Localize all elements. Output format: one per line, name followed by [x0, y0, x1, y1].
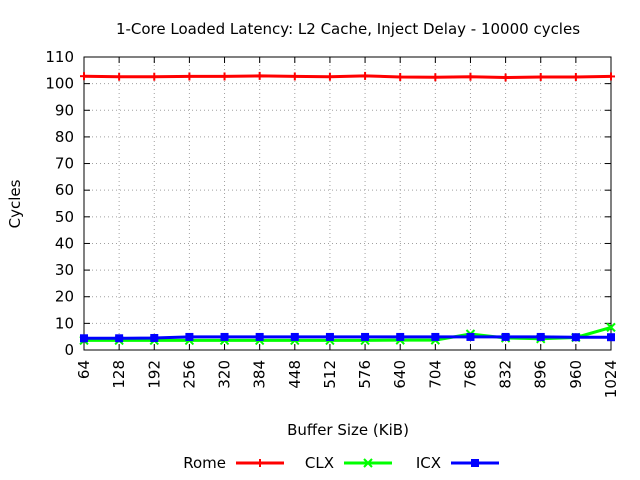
data-point-icx [185, 332, 194, 341]
x-tick-label: 576 [356, 360, 374, 389]
data-point-rome [571, 72, 580, 81]
y-tick-label: 70 [55, 155, 74, 173]
data-point-icx [607, 333, 615, 342]
x-tick-label: 960 [567, 360, 585, 389]
data-point-rome [80, 72, 88, 81]
series-rome [80, 71, 615, 82]
legend-marker-clx [363, 458, 373, 468]
grid-lines [84, 57, 611, 350]
x-tick-label: 768 [461, 360, 479, 389]
y-tick-label: 50 [55, 208, 74, 226]
x-tick-label: 320 [216, 360, 234, 389]
y-tick-label: 110 [45, 48, 74, 66]
data-point-icx [115, 334, 124, 343]
legend-item-icx: ICX [416, 454, 499, 472]
legend-item-rome: Rome [183, 454, 284, 472]
chart-title: 1-Core Loaded Latency: L2 Cache, Inject … [116, 20, 580, 38]
data-point-rome [396, 72, 405, 81]
data-point-icx [325, 332, 334, 341]
series-lines [79, 71, 616, 346]
data-point-rome [220, 72, 229, 81]
legend-item-clx: CLX [305, 454, 392, 472]
data-point-rome [150, 72, 159, 81]
y-axis-label: Cycles [6, 179, 24, 228]
data-point-icx [290, 332, 299, 341]
x-tick-label: 1024 [602, 360, 620, 398]
data-point-rome [536, 72, 545, 81]
x-tick-label: 896 [532, 360, 550, 389]
legend-marker-rome [256, 459, 264, 467]
data-point-icx [536, 332, 545, 341]
y-axis-ticks: 0 10 20 30 40 50 60 70 80 90 100 110 [45, 48, 611, 359]
data-point-icx [255, 332, 264, 341]
data-point-icx [80, 334, 88, 343]
x-tick-label: 256 [180, 360, 198, 389]
data-point-icx [396, 332, 405, 341]
legend-label-clx: CLX [305, 454, 334, 472]
data-point-icx [150, 334, 159, 343]
data-point-rome [501, 73, 510, 82]
x-tick-label: 384 [251, 360, 269, 389]
series-line-icx [84, 335, 611, 340]
data-point-icx [431, 332, 440, 341]
x-axis-label: Buffer Size (KiB) [287, 421, 409, 439]
y-tick-label: 20 [55, 288, 74, 306]
series-line-rome [83, 74, 612, 79]
y-tick-label: 90 [55, 101, 74, 119]
series-clx [79, 322, 616, 346]
y-tick-label: 80 [55, 128, 74, 146]
data-point-rome [185, 72, 194, 81]
y-tick-label: 100 [45, 75, 74, 93]
data-point-rome [325, 72, 334, 81]
legend: Rome CLX ICX [183, 454, 499, 472]
x-tick-label: 192 [145, 360, 163, 389]
data-point-rome [466, 72, 475, 81]
y-tick-label: 10 [55, 314, 74, 332]
x-tick-label: 512 [321, 360, 339, 389]
data-point-rome [361, 71, 370, 80]
data-point-icx [361, 332, 370, 341]
data-point-rome [255, 71, 264, 80]
legend-label-icx: ICX [416, 454, 441, 472]
data-point-icx [466, 332, 475, 341]
data-point-icx [571, 333, 580, 342]
x-tick-label: 64 [75, 360, 93, 379]
data-point-icx [220, 332, 229, 341]
y-tick-label: 40 [55, 234, 74, 252]
x-tick-label: 448 [286, 360, 304, 389]
y-tick-label: 0 [64, 341, 74, 359]
data-point-rome [431, 73, 440, 82]
x-tick-label: 704 [426, 360, 444, 389]
plot-frame [83, 56, 612, 351]
data-point-icx [501, 332, 510, 341]
data-point-clx [606, 322, 616, 333]
y-tick-label: 30 [55, 261, 74, 279]
legend-marker-icx [471, 459, 479, 467]
data-point-rome [290, 72, 299, 81]
x-axis-ticks: 64 128 192 256 320 384 448 512 576 640 704 768 832 89… [75, 57, 620, 398]
data-point-rome [607, 72, 615, 81]
x-tick-label: 832 [497, 360, 515, 389]
data-point-rome [115, 72, 124, 81]
series-icx [80, 332, 615, 343]
legend-label-rome: Rome [183, 454, 226, 472]
x-tick-label: 128 [110, 360, 128, 389]
x-tick-label: 640 [391, 360, 409, 389]
y-tick-label: 60 [55, 181, 74, 199]
